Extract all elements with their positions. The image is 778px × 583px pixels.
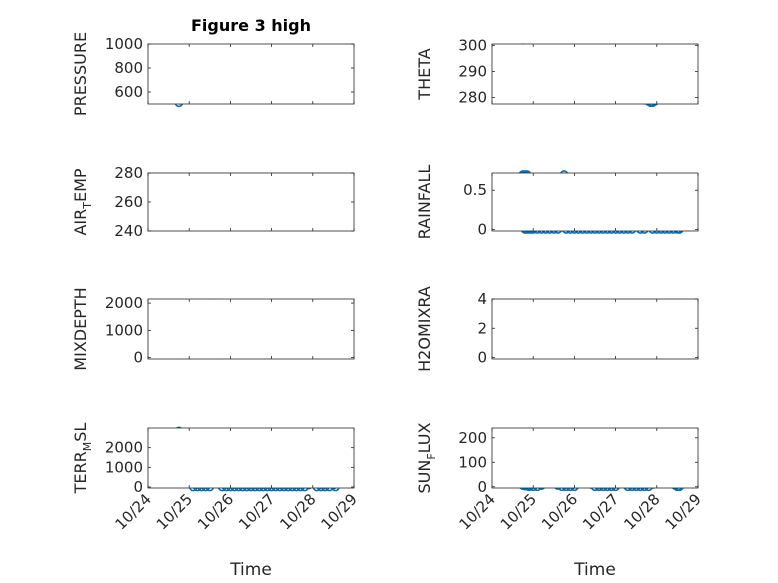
y-tick-label: 0	[477, 349, 487, 367]
x-axis-label: Time	[573, 560, 616, 580]
axes-frame	[147, 427, 355, 489]
x-tick-label: 10/26	[194, 490, 237, 533]
x-tick-label: 10/28	[620, 490, 663, 533]
y-axis-label: RAINFALL	[415, 165, 434, 240]
x-tick-label: 10/24	[112, 490, 155, 533]
y-tick-label: 800	[114, 59, 143, 77]
chart-title: Figure 3 high	[191, 16, 311, 35]
y-axis-label: SUNFLUX	[415, 422, 438, 493]
y-tick-label: 280	[458, 88, 487, 106]
x-tick-label: 10/27	[235, 490, 278, 533]
x-tick-label: 10/28	[276, 490, 319, 533]
y-tick-label: 2	[477, 319, 487, 337]
y-tick-label: 0	[477, 478, 487, 496]
y-tick-label: 1000	[105, 35, 143, 53]
axes-frame	[147, 298, 355, 360]
subplot-5: 0 1000 2000 MIXDEPTH	[71, 287, 355, 371]
subplot-1: 600 800 1000 PRESSURE Figure 3 high	[71, 16, 355, 116]
x-axis-label: Time	[229, 560, 272, 580]
x-tick-label: 10/26	[538, 490, 581, 533]
y-tick-label: 290	[458, 62, 487, 80]
y-axis-label: TERRMSL	[71, 423, 94, 495]
y-tick-label: 0	[477, 220, 487, 238]
x-tick-label: 10/29	[662, 490, 705, 533]
y-axis-label: AIRTEMP	[71, 168, 94, 235]
y-tick-label: 300	[458, 36, 487, 54]
axes-frame	[147, 172, 355, 232]
y-tick-label: 100	[458, 453, 487, 471]
subplot-2: 280 290 300 THETA	[415, 36, 699, 108]
x-tick-label: 10/25	[497, 490, 540, 533]
y-tick-label: 1000	[105, 458, 143, 476]
y-tick-label: 1000	[105, 321, 143, 339]
y-tick-label: 260	[114, 193, 143, 211]
x-tick-label: 10/24	[456, 490, 499, 533]
y-axis-label: MIXDEPTH	[71, 287, 90, 370]
y-tick-label: 2000	[105, 294, 143, 312]
y-axis-label: H2OMIXRA	[415, 286, 434, 372]
y-tick-label: 240	[114, 222, 143, 240]
y-tick-label: 0	[133, 478, 143, 496]
axes-frame	[491, 43, 699, 105]
y-axis-label: THETA	[415, 48, 434, 100]
x-tick-label: 10/27	[579, 490, 622, 533]
y-tick-label: 0.5	[463, 181, 487, 199]
axes-frame	[491, 172, 699, 232]
y-tick-label: 4	[477, 290, 487, 308]
axes-frame	[491, 427, 699, 489]
subplot-6: 0 2 4 H2OMIXRA	[415, 286, 699, 372]
subplot-4: 0 0.5 RAINFALL	[415, 165, 699, 240]
axes-frame	[147, 43, 355, 105]
axes-frame	[491, 298, 699, 360]
subplot-3: 240 260 280 AIRTEMP	[71, 164, 355, 240]
y-tick-label: 600	[114, 83, 143, 101]
y-tick-label: 200	[458, 429, 487, 447]
y-tick-label: 2000	[105, 439, 143, 457]
x-tick-label: 10/25	[153, 490, 196, 533]
y-tick-label: 280	[114, 164, 143, 182]
y-tick-label: 0	[133, 349, 143, 367]
y-axis-label: PRESSURE	[71, 32, 90, 116]
x-tick-label: 10/29	[318, 490, 361, 533]
